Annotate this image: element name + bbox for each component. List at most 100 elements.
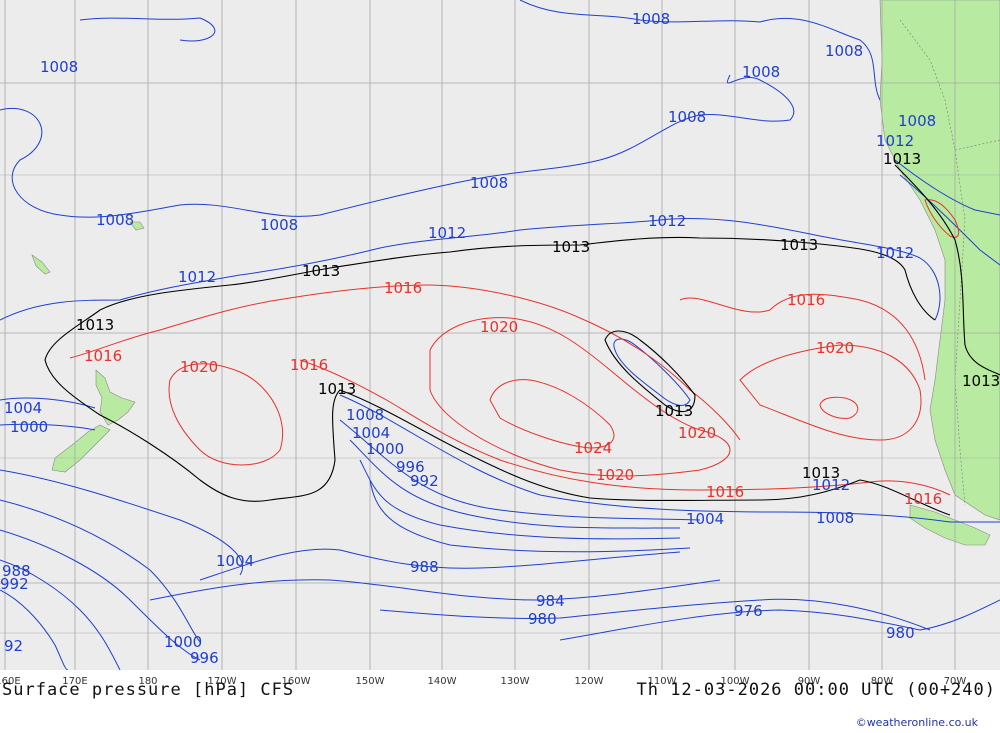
longitude-label: 70W (943, 676, 967, 687)
map-title: Surface pressure [hPa] CFS (2, 680, 295, 700)
new-zealand-north-island (95, 369, 136, 426)
weather-map: 1008 1008 1008 1008 1008 1008 1008 1008 … (0, 0, 1000, 670)
isobar-1004-sw (0, 469, 243, 576)
isobar-label: 1013 (780, 236, 818, 254)
isobar-1013-main (99, 236, 936, 321)
isobar-1008-top (519, 0, 881, 101)
longitude-label: 180 (138, 676, 158, 687)
isobar-label: 1008 (668, 108, 706, 126)
isobar-label: 1020 (816, 339, 854, 357)
isobar-1013-south (44, 309, 951, 516)
isobar-1008-mid (0, 74, 795, 218)
isobar-label: 1008 (742, 63, 780, 81)
isobar-label: 1012 (428, 224, 466, 242)
land-layer (31, 0, 1000, 546)
isobar-label: 1012 (876, 244, 914, 262)
isobar-label: 1013 (883, 150, 921, 168)
isobar-chile-coast-2 (899, 174, 1000, 266)
isobar-label: 1013 (552, 238, 590, 256)
isobar-label: 1008 (346, 406, 384, 424)
longitude-label: 130W (500, 676, 530, 687)
isobar-992-sw (0, 559, 121, 670)
standard-isobar (44, 164, 1000, 516)
isobar-980 (379, 598, 931, 631)
isobar-988 (199, 548, 681, 581)
isobar-996 (359, 459, 681, 540)
isobar-label: 1008 (96, 211, 134, 229)
isobar-1024-small (819, 396, 859, 419)
isobar-label: 1016 (290, 356, 328, 374)
isobar-1004-south (339, 419, 701, 521)
isobar-992 (369, 479, 691, 553)
isobar-label: 992 (0, 575, 29, 593)
isobar-label: 1008 (40, 58, 78, 76)
longitude-label: 120W (574, 676, 604, 687)
isobar-1024 (489, 379, 615, 449)
isobar-label: 1000 (366, 440, 404, 458)
isobar-1000-sw (0, 499, 201, 643)
fiji-islands (129, 221, 145, 231)
isobar-1016-chile (924, 199, 960, 238)
isobar-label: 1008 (632, 10, 670, 28)
isobar-label: 1013 (302, 262, 340, 280)
isobar-984 (149, 579, 721, 601)
isobar-label: 1020 (596, 466, 634, 484)
isobar-label: 976 (734, 602, 763, 620)
isobar-988-sw (0, 589, 69, 670)
isobar-label: 1013 (318, 380, 356, 398)
isobar-label: 1016 (787, 291, 825, 309)
isobar-label: 1000 (10, 418, 48, 436)
isobar-976 (559, 599, 1000, 641)
isobar-label: 1012 (648, 212, 686, 230)
isobar-label: 1004 (352, 424, 390, 442)
isobar-label: 1012 (812, 476, 850, 494)
tierra-del-fuego (909, 504, 991, 546)
isobar-1000-west (0, 423, 96, 431)
isobar-label: 988 (410, 558, 439, 576)
isobar-label: 1008 (825, 42, 863, 60)
isobar-1013-chile (894, 164, 1000, 376)
isobar-label: 996 (190, 649, 219, 667)
isobar-label: 1020 (678, 424, 716, 442)
isobar-label: 1016 (84, 347, 122, 365)
isobar-1020-east (739, 344, 922, 441)
isobar-label: 1012 (178, 268, 216, 286)
longitude-label: 150W (355, 676, 385, 687)
isobar-label: 1020 (180, 358, 218, 376)
isobar-label: 1016 (904, 490, 942, 508)
new-caledonia (31, 254, 51, 275)
longitude-label: 80W (870, 676, 894, 687)
isobar-label: 1013 (962, 372, 1000, 390)
isobar-1013-high (604, 330, 696, 413)
isobar-label: 980 (886, 624, 915, 642)
isobar-label: 1012 (876, 132, 914, 150)
isobar-label: 1008 (898, 112, 936, 130)
isobar-label: 984 (536, 592, 565, 610)
isobar-1000-south (349, 439, 681, 529)
isobar-label: 1016 (706, 483, 744, 501)
isobar-label: 92 (4, 637, 23, 655)
isobar-label: 1004 (4, 399, 42, 417)
isobar-label: 992 (410, 472, 439, 490)
isobar-label: 1008 (816, 509, 854, 527)
longitude-label: 170E (62, 676, 88, 687)
isobar-1008-north (79, 17, 216, 42)
isobar-label: 1013 (655, 402, 693, 420)
isobar-label: 996 (396, 458, 425, 476)
high-isobars (69, 199, 960, 496)
isobar-label: 1016 (384, 279, 422, 297)
isobar-label: 980 (528, 610, 557, 628)
longitude-label: 160E (0, 676, 21, 687)
isobar-996-sw (0, 529, 201, 661)
valid-time: Th 12-03-2026 00:00 UTC (00+240) (636, 680, 996, 700)
isobar-1008-south (339, 394, 1000, 523)
longitude-label: 140W (427, 676, 457, 687)
isobar-label: 1004 (216, 552, 254, 570)
isobar-label: 1004 (686, 510, 724, 528)
map-canvas: 1008 1008 1008 1008 1008 1008 1008 1008 … (0, 0, 1000, 670)
isobar-labels: 1008 1008 1008 1008 1008 1008 1008 1008 … (0, 10, 1000, 667)
south-america-landmass (879, 0, 1000, 521)
credit-link[interactable]: ©weatheronline.co.uk (855, 716, 978, 729)
isobar-label: 1024 (574, 439, 612, 457)
isobar-1016-east (679, 293, 926, 381)
